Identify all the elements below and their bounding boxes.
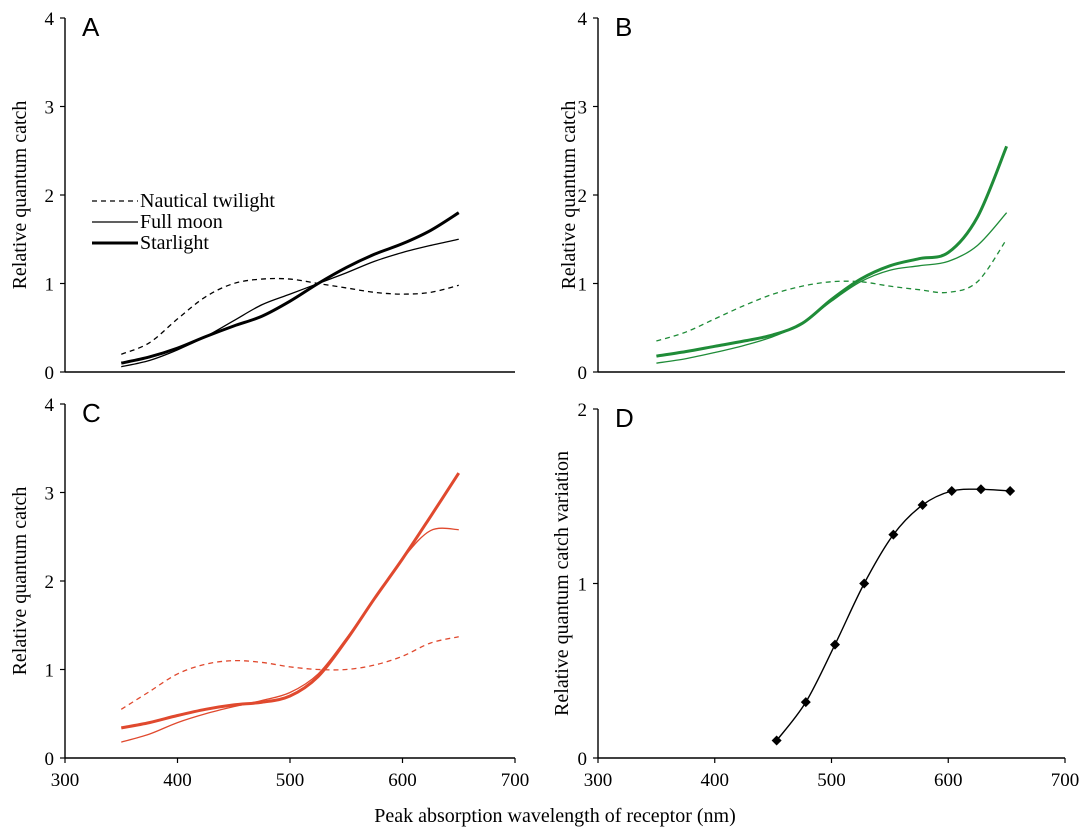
series-line-full-moon [121, 527, 459, 743]
y-tick-label: 1 [578, 275, 588, 296]
y-tick-label: 2 [45, 186, 55, 207]
y-tick-label: 1 [45, 275, 55, 296]
series-line-nautical-twilight [656, 238, 1008, 342]
y-tick-label: 4 [578, 9, 588, 30]
panel-label: D [615, 403, 634, 433]
y-tick-label: 0 [45, 363, 55, 384]
y-tick-label: 1 [578, 575, 588, 596]
panel-label: A [82, 12, 100, 42]
data-point-marker [859, 578, 870, 589]
x-tick-label: 500 [276, 770, 305, 791]
x-tick-label: 700 [501, 770, 530, 791]
x-tick-label: 400 [701, 770, 730, 791]
data-point-marker [830, 639, 841, 650]
data-point-marker [800, 697, 811, 708]
y-tick-label: 2 [45, 572, 55, 593]
y-tick-label: 0 [578, 749, 588, 770]
y-tick-label: 4 [45, 9, 55, 30]
y-tick-label: 0 [45, 749, 55, 770]
panel-d: 0 1 2 300 400 500 600 700 D Relative quantum catc… [551, 400, 1079, 791]
panel-label: B [615, 12, 632, 42]
y-axis-label: Relative quantum catch [9, 101, 31, 290]
y-tick-label: 3 [45, 484, 55, 505]
panel-a: 0 1 2 3 4 A Relative quantum catch Nautical twi… [9, 9, 515, 384]
x-tick-label: 600 [388, 770, 417, 791]
x-tick-label: 600 [934, 770, 963, 791]
data-point-marker [888, 529, 899, 540]
series-line-starlight [120, 472, 461, 730]
x-tick-label: 500 [817, 770, 846, 791]
y-tick-label: 0 [578, 363, 588, 384]
y-axis-label: Relative quantum catch [558, 101, 580, 290]
panel-b: 0 1 2 3 4 B Relative quantum catch [558, 9, 1065, 384]
series-line-full-moon [656, 212, 1008, 364]
legend-label: Nautical twilight [140, 190, 275, 212]
y-tick-label: 4 [45, 395, 55, 416]
x-tick-label: 400 [163, 770, 192, 791]
legend-label: Starlight [140, 232, 209, 254]
y-tick-label: 1 [45, 661, 55, 682]
y-tick-label: 2 [578, 400, 588, 421]
series-line-nautical-twilight [121, 277, 459, 355]
data-point-marker [771, 735, 782, 746]
x-axis-label: Peak absorption wavelength of receptor (… [374, 805, 736, 827]
y-tick-label: 3 [45, 98, 55, 119]
y-tick-label: 3 [578, 98, 588, 119]
series-line-starlight [656, 145, 1009, 358]
x-tick-label: 300 [584, 770, 613, 791]
panel-label: C [82, 398, 101, 428]
series-line-starlight [120, 211, 460, 365]
series-line-1 [776, 488, 1011, 741]
y-axis-label: Relative quantum catch variation [551, 451, 573, 716]
series-line-full-moon [121, 238, 459, 368]
y-tick-label: 2 [578, 186, 588, 207]
x-tick-label: 300 [51, 770, 80, 791]
y-axis-label: Relative quantum catch [9, 487, 31, 676]
x-tick-label: 700 [1051, 770, 1080, 791]
data-point-marker [975, 484, 986, 495]
series-line-nautical-twilight [120, 636, 459, 710]
panel-c: 0 1 2 3 4 300 400 500 600 700 C Relative quantum ca… [9, 395, 529, 791]
legend-label: Full moon [140, 211, 223, 233]
data-point-marker [917, 499, 928, 510]
data-point-marker [946, 486, 957, 497]
data-point-marker [1005, 486, 1016, 497]
